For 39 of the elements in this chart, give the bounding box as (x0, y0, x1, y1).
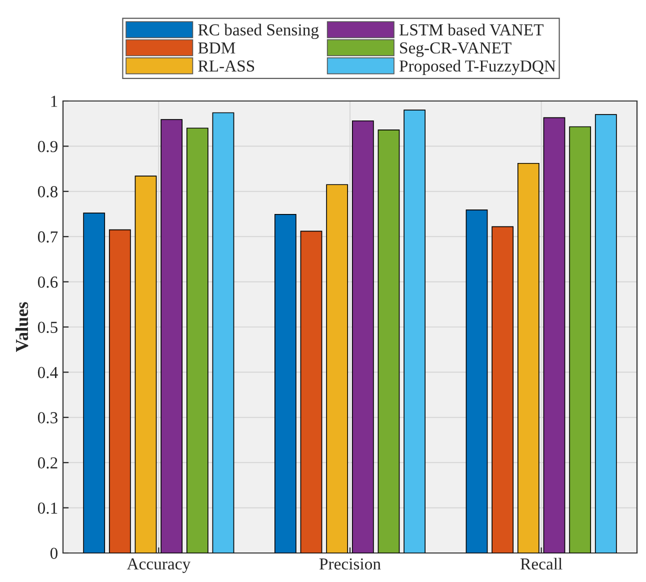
x-tick-label: Recall (520, 558, 562, 570)
bar (404, 110, 426, 553)
y-tick-label: 0.4 (38, 366, 58, 378)
bar (160, 119, 183, 553)
bar (274, 214, 296, 553)
bar (492, 226, 514, 553)
bar (569, 126, 592, 553)
y-tick-label: 0.2 (38, 457, 58, 469)
bar (212, 112, 234, 553)
bar (300, 230, 322, 553)
legend-label: BDM (198, 42, 236, 54)
x-tick-label: Precision (319, 558, 381, 570)
y-tick-label: 0.1 (38, 502, 58, 514)
x-tick-label: Accuracy (126, 558, 191, 573)
bar (517, 162, 540, 553)
bar (543, 117, 566, 553)
bar (326, 184, 348, 553)
legend-label: Proposed T-FuzzyDQN (399, 60, 556, 76)
y-tick-label: 0.6 (38, 276, 58, 288)
y-axis-title: Values (15, 302, 28, 352)
legend-label: LSTM based VANET (399, 24, 544, 36)
legend-label: RC based Sensing (198, 24, 319, 39)
bar (352, 120, 374, 553)
y-tick-label: 0.9 (38, 140, 58, 152)
y-tick-label: 0.7 (38, 231, 58, 243)
bar (134, 176, 157, 553)
y-tick-label: 0.8 (38, 186, 58, 198)
bar (378, 130, 400, 553)
y-tick-label: 0 (50, 548, 58, 559)
bar (466, 210, 488, 553)
y-tick-label: 0.3 (38, 412, 58, 424)
bar (83, 212, 106, 553)
y-tick-label: 1 (51, 96, 58, 107)
legend-label: Seg-CR-VANET (400, 42, 512, 57)
y-tick-label: 0.5 (38, 322, 58, 334)
bar (108, 229, 131, 553)
legend-label: RL-ASS (198, 60, 254, 72)
bar (594, 114, 617, 553)
bar (186, 128, 208, 553)
